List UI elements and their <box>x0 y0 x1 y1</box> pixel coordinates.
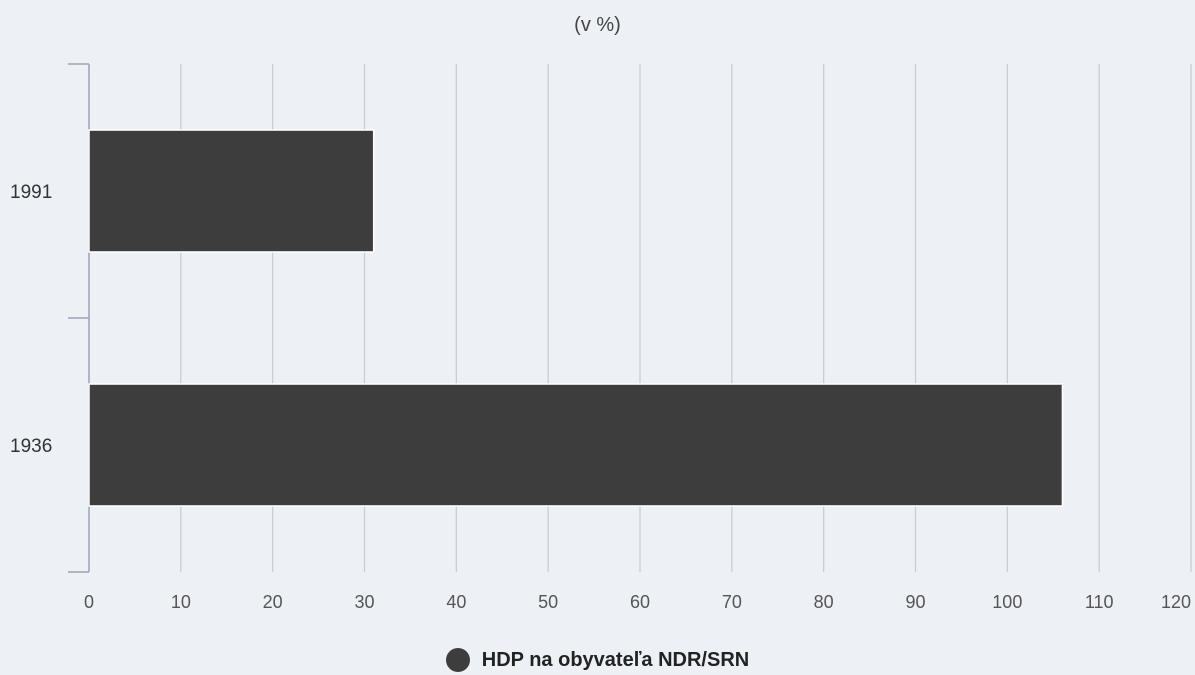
legend-label: HDP na obyvateľa NDR/SRN <box>481 648 750 671</box>
chart-title: (v %) <box>574 14 621 36</box>
chart-plot: 1991 1936 0 10 20 30 40 50 60 70 80 90 100 110 120 <box>10 63 1192 612</box>
x-tick-label: 110 <box>1085 592 1114 612</box>
x-tick-label: 120 <box>1161 592 1191 612</box>
x-tick-label: 80 <box>814 592 834 612</box>
x-tick-label: 100 <box>992 592 1022 612</box>
x-tick-label: 60 <box>630 592 650 612</box>
category-label: 1936 <box>10 436 52 457</box>
x-tick-label: 20 <box>263 592 283 612</box>
x-tick-label: 70 <box>722 592 742 612</box>
bar <box>88 129 375 253</box>
x-tick-label: 10 <box>171 592 191 612</box>
bar <box>88 383 1064 507</box>
legend-marker-icon <box>445 648 470 672</box>
x-tick-label: 0 <box>84 592 94 612</box>
category-label: 1991 <box>10 182 52 203</box>
x-tick-label: 30 <box>354 592 374 612</box>
x-tick-label: 90 <box>905 592 925 612</box>
x-tick-label: 40 <box>446 592 466 612</box>
x-tick-label: 50 <box>538 592 558 612</box>
legend[interactable]: HDP na obyvateľa NDR/SRN <box>0 648 1195 672</box>
